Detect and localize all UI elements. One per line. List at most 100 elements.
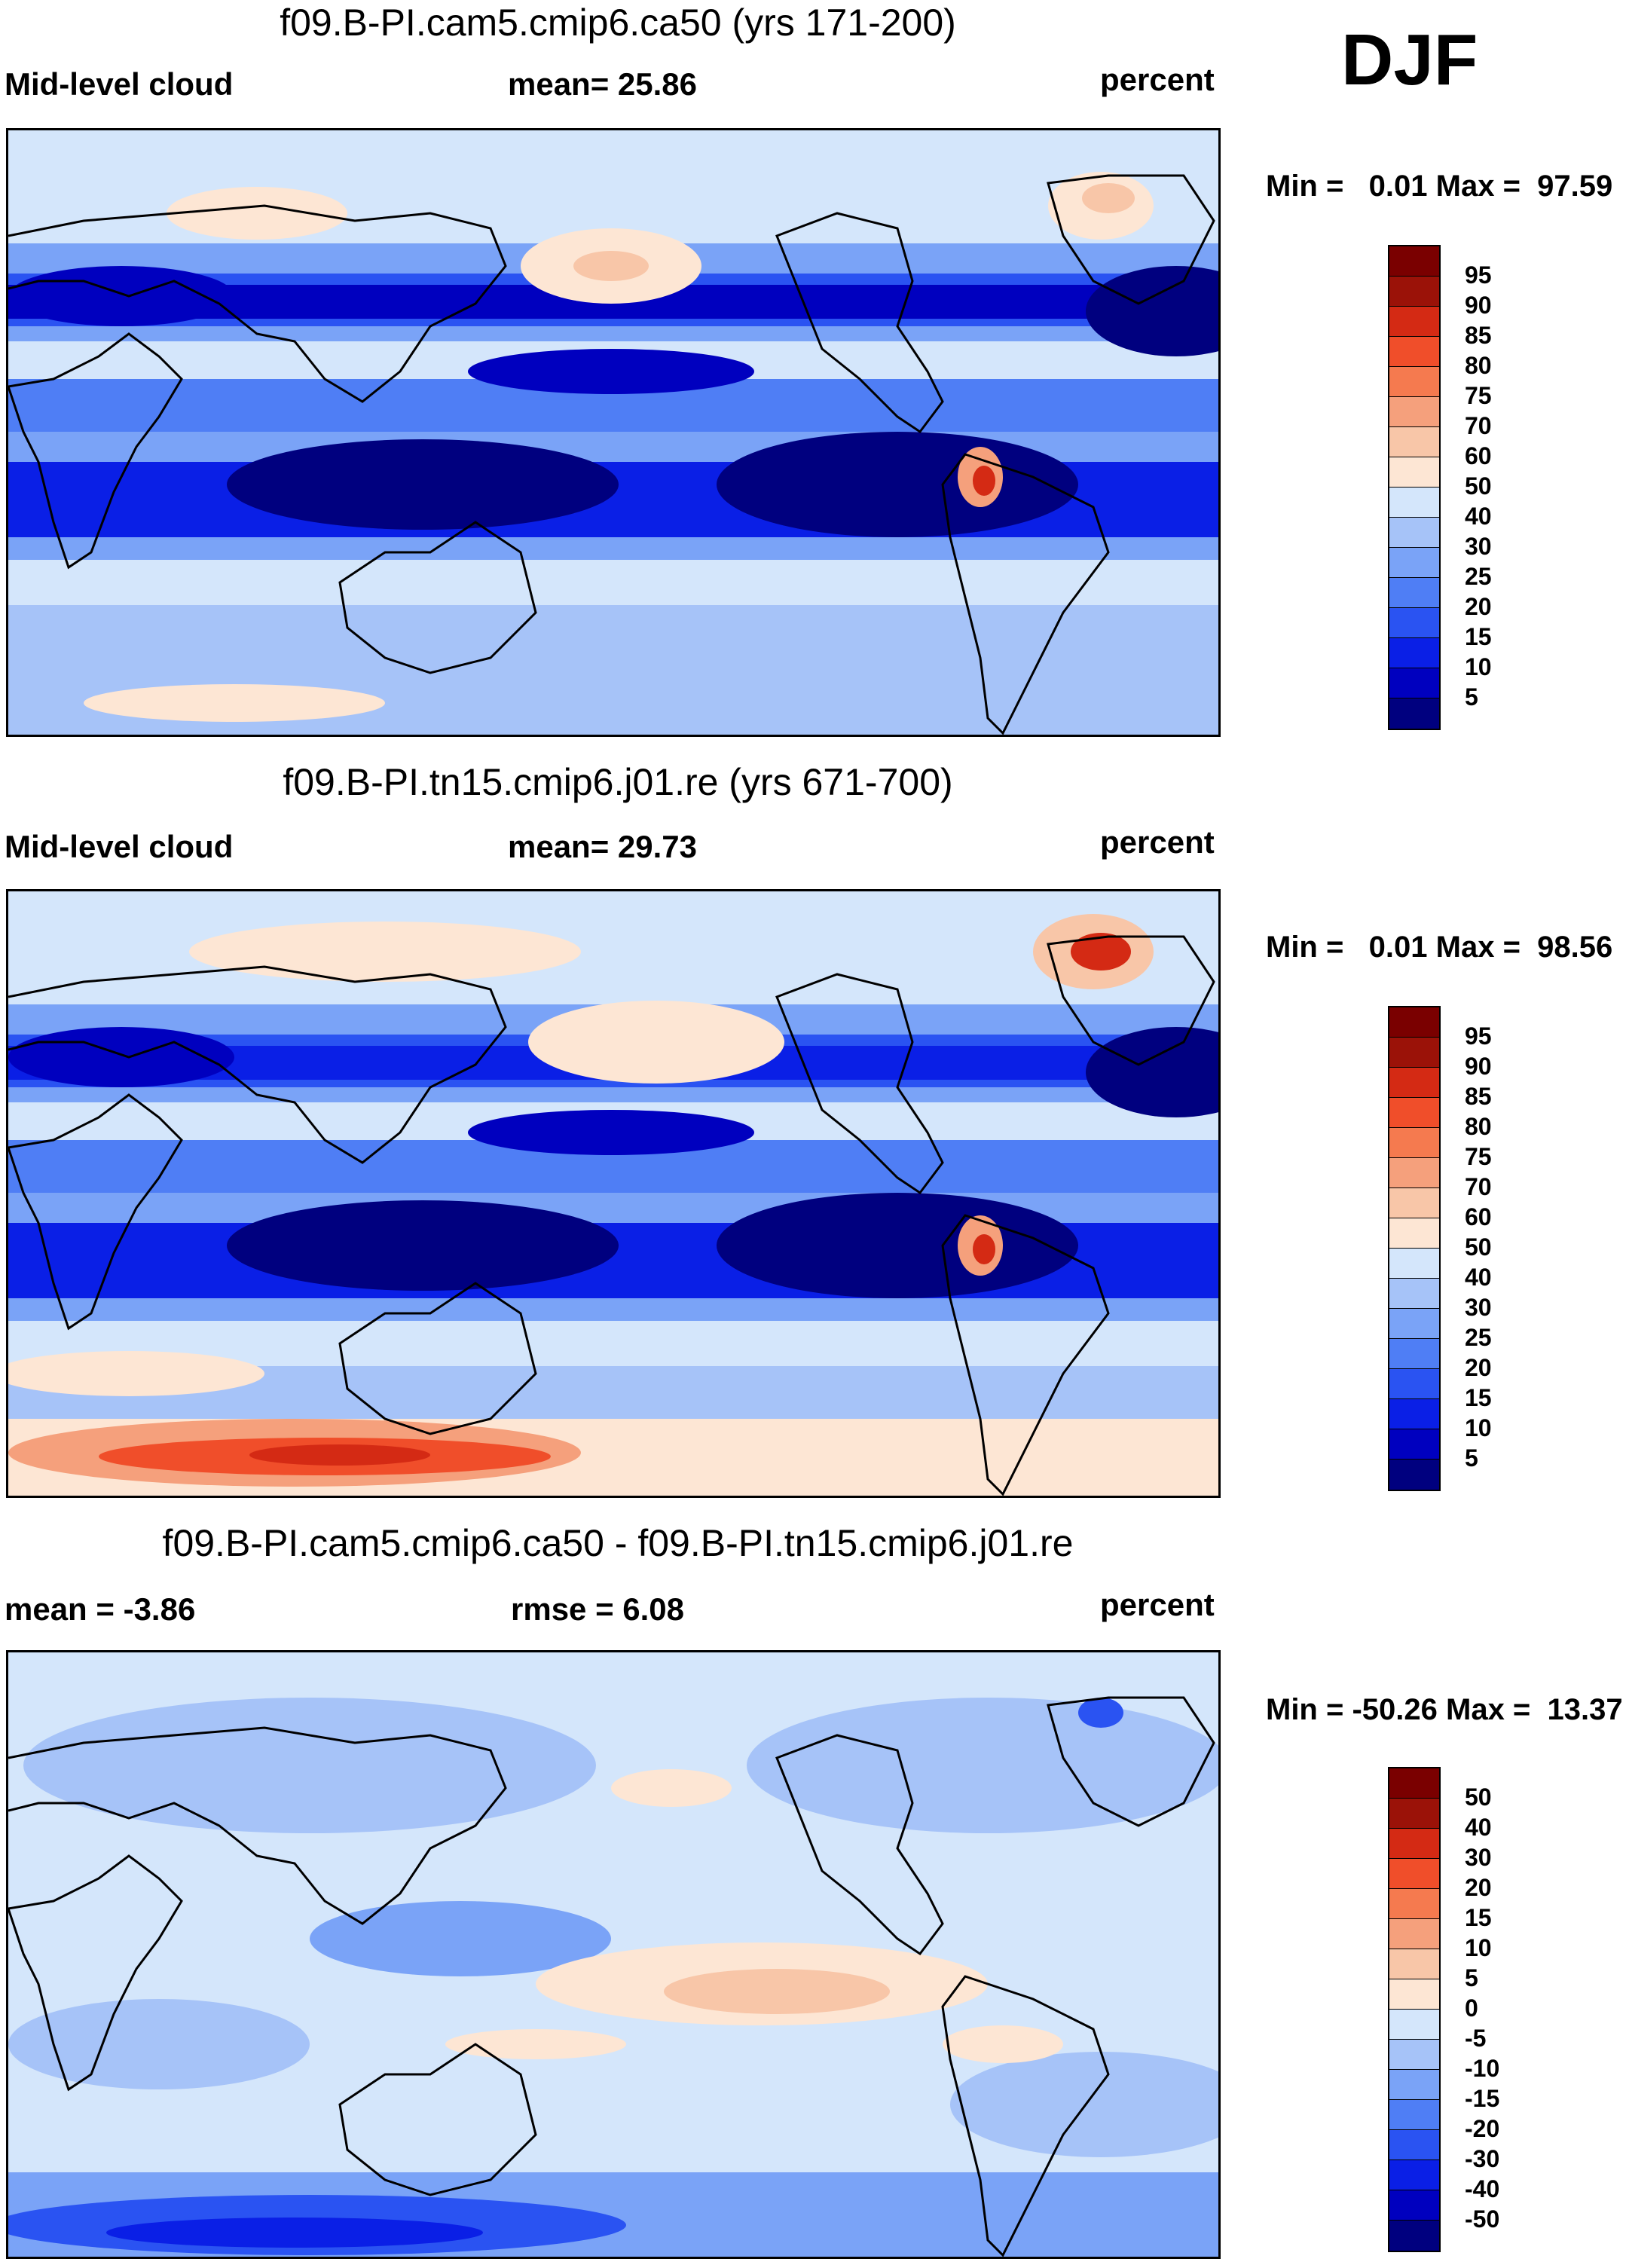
colorbar-label: 25 bbox=[1465, 563, 1492, 590]
field-contour bbox=[84, 684, 385, 722]
panel-2-mean-label: mean= 29.73 bbox=[508, 829, 698, 864]
coastline bbox=[8, 1093, 183, 1331]
panel-3-min-label: Min = -50.26 bbox=[1266, 1693, 1438, 1726]
colorbar-swatch bbox=[1389, 668, 1439, 698]
colorbar-swatch bbox=[1389, 1068, 1439, 1098]
panel-3-mean-label: mean = -3.86 bbox=[5, 1591, 196, 1627]
colorbar-label: 10 bbox=[1465, 653, 1492, 680]
coastline bbox=[338, 2043, 537, 2196]
colorbar-label: 85 bbox=[1465, 322, 1492, 349]
panel-3-colorbar bbox=[1388, 1767, 1441, 2252]
colorbar-swatch bbox=[1389, 2070, 1439, 2100]
panel-3-minmax: Min = -50.26 Max = 13.37 bbox=[1266, 1692, 1623, 1727]
panel-2-colorbar bbox=[1388, 1006, 1441, 1491]
colorbar-label: 80 bbox=[1465, 352, 1492, 379]
coastline bbox=[8, 332, 183, 570]
field-contour bbox=[717, 1193, 1078, 1298]
colorbar-label: 50 bbox=[1465, 472, 1492, 500]
colorbar-label: 15 bbox=[1465, 1384, 1492, 1411]
colorbar-swatch bbox=[1389, 1859, 1439, 1889]
field-contour bbox=[1086, 266, 1218, 356]
field-contour bbox=[528, 1001, 784, 1084]
colorbar-label: 40 bbox=[1465, 1814, 1492, 1841]
colorbar-label: -50 bbox=[1465, 2205, 1500, 2233]
colorbar-swatch bbox=[1389, 1249, 1439, 1279]
colorbar-label: 75 bbox=[1465, 1143, 1492, 1170]
field-contour bbox=[249, 1444, 430, 1466]
field-contour bbox=[8, 1027, 234, 1087]
panel-2-minmax: Min = 0.01 Max = 98.56 bbox=[1266, 930, 1612, 964]
field-contour bbox=[1078, 1698, 1123, 1728]
colorbar-label: 20 bbox=[1465, 1874, 1492, 1901]
coastline bbox=[8, 204, 507, 403]
colorbar-swatch bbox=[1389, 1799, 1439, 1829]
colorbar-label: 30 bbox=[1465, 1294, 1492, 1321]
colorbar-label: 50 bbox=[1465, 1784, 1492, 1811]
field-contour bbox=[611, 1769, 732, 1807]
colorbar-label: 70 bbox=[1465, 1173, 1492, 1200]
colorbar-swatch bbox=[1389, 2221, 1439, 2251]
colorbar-label: 60 bbox=[1465, 442, 1492, 469]
field-contour bbox=[23, 1698, 596, 1833]
coastline bbox=[8, 965, 507, 1164]
colorbar-label: -40 bbox=[1465, 2175, 1500, 2202]
panel-2-variable-label: Mid-level cloud bbox=[5, 829, 234, 864]
colorbar-label: -30 bbox=[1465, 2145, 1500, 2172]
colorbar-label: 50 bbox=[1465, 1233, 1492, 1261]
colorbar-swatch bbox=[1389, 1429, 1439, 1460]
colorbar-swatch bbox=[1389, 1218, 1439, 1249]
colorbar-label: 60 bbox=[1465, 1203, 1492, 1230]
colorbar-swatch bbox=[1389, 1369, 1439, 1399]
colorbar-label: 95 bbox=[1465, 261, 1492, 289]
panel-1-max-label: Max = 97.59 bbox=[1435, 170, 1613, 203]
colorbar-label: 75 bbox=[1465, 382, 1492, 409]
coastline bbox=[941, 1214, 1110, 1496]
field-contour bbox=[717, 432, 1078, 537]
colorbar-label: 30 bbox=[1465, 1844, 1492, 1871]
colorbar-swatch bbox=[1389, 578, 1439, 608]
colorbar-swatch bbox=[1389, 277, 1439, 307]
panel-3-map bbox=[6, 1650, 1221, 2259]
colorbar-label: 20 bbox=[1465, 1354, 1492, 1381]
coastline bbox=[1047, 174, 1215, 305]
panel-1-title: f09.B-PI.cam5.cmip6.ca50 (yrs 171-200) bbox=[280, 2, 956, 44]
colorbar-swatch bbox=[1389, 1399, 1439, 1429]
coastline bbox=[775, 973, 944, 1195]
colorbar-swatch bbox=[1389, 638, 1439, 668]
coastline bbox=[338, 521, 537, 674]
panel-3-rmse-label: rmse = 6.08 bbox=[511, 1591, 685, 1627]
colorbar-swatch bbox=[1389, 2040, 1439, 2070]
colorbar-swatch bbox=[1389, 1949, 1439, 1979]
panel-1-min-label: Min = 0.01 bbox=[1266, 170, 1428, 203]
season-label: DJF bbox=[1341, 20, 1478, 100]
panel-1-colorbar bbox=[1388, 245, 1441, 730]
coastline bbox=[775, 212, 944, 434]
colorbar-label: 30 bbox=[1465, 533, 1492, 560]
field-contour bbox=[1082, 183, 1135, 213]
field-contour bbox=[445, 2029, 626, 2059]
field-contour bbox=[664, 1969, 890, 2014]
colorbar-swatch bbox=[1389, 246, 1439, 277]
colorbar-swatch bbox=[1389, 1279, 1439, 1309]
colorbar-label: 0 bbox=[1465, 1994, 1478, 2022]
colorbar-swatch bbox=[1389, 1919, 1439, 1949]
colorbar-label: -15 bbox=[1465, 2085, 1500, 2112]
panel-1-mean-label: mean= 25.86 bbox=[508, 66, 698, 102]
field-contour bbox=[8, 1999, 310, 2089]
colorbar-label: 95 bbox=[1465, 1022, 1492, 1050]
colorbar-swatch bbox=[1389, 457, 1439, 488]
colorbar-swatch bbox=[1389, 1188, 1439, 1218]
coastline bbox=[8, 1726, 507, 1925]
colorbar-label: -5 bbox=[1465, 2025, 1487, 2052]
coastline bbox=[941, 453, 1110, 735]
colorbar-label: 70 bbox=[1465, 412, 1492, 439]
colorbar-swatch bbox=[1389, 488, 1439, 518]
colorbar-label: 5 bbox=[1465, 1964, 1478, 1991]
colorbar-label: 25 bbox=[1465, 1324, 1492, 1351]
panel-1-map bbox=[6, 128, 1221, 737]
field-contour bbox=[1071, 933, 1131, 970]
colorbar-label: 5 bbox=[1465, 1444, 1478, 1472]
field-contour bbox=[8, 1351, 264, 1396]
colorbar-swatch bbox=[1389, 2100, 1439, 2130]
field-contour bbox=[573, 251, 649, 281]
